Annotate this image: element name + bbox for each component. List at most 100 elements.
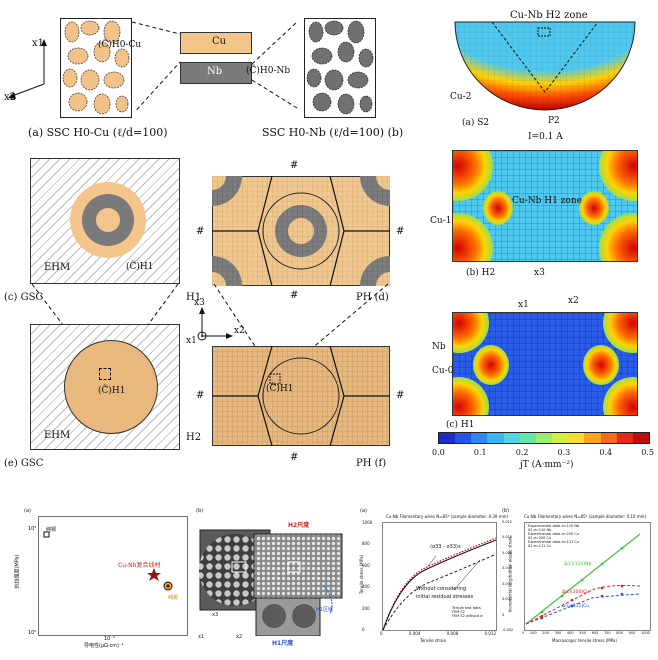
bottom-c-y-tick: 200 <box>362 605 370 611</box>
bottom-c-y-tick: 600 <box>362 562 370 568</box>
bottom-a-ylabel: 抗拉强度(MPa) <box>14 554 21 589</box>
bottom-d-ylabel: Incremental longitudinal elastic strain <box>507 536 513 613</box>
bottom-c-legend-1: FEM S2 <box>452 610 465 614</box>
bottom-d-x-tick: 900 <box>628 631 636 635</box>
zoom-dashed-lines <box>132 21 298 110</box>
axis-x2: x2 <box>4 92 17 103</box>
bottom-d-legend-item: S2 σ=110 Nb <box>528 528 552 532</box>
axis-x1: x1 <box>32 38 45 49</box>
ssc-h0-cu-diagram <box>60 18 132 118</box>
bottom-a-pt-comp: Cu-Nb复合线材 <box>118 562 161 569</box>
colorbar-swatch <box>584 433 601 443</box>
bottom-d-x-tick: 300 <box>554 631 562 635</box>
hash-f-right: # <box>396 390 405 401</box>
bottom-d-svg <box>524 522 651 631</box>
bottom-c-y-tick: 1000 <box>362 520 373 525</box>
axis-x3-center: x3 <box>194 298 205 308</box>
axis-x1-right: x1 <box>518 300 529 310</box>
cu1-label: Cu-1 <box>430 216 452 226</box>
bottom-c-x-tick: 0.004 <box>408 631 421 636</box>
colorbar-tick: 0.2 <box>515 448 529 457</box>
bottom-c-x-tick: 0.008 <box>446 631 459 636</box>
colorbar-tick: 0.1 <box>473 448 487 457</box>
colorbar-tick: 0.0 <box>432 448 445 457</box>
bottom-d-y-tick: 0 <box>502 612 505 617</box>
colorbar-label: jT (A·mm⁻²) <box>520 460 574 470</box>
ph-d-diagram <box>212 176 390 286</box>
label-h1: H1 <box>186 292 202 303</box>
colorbar-swatch <box>503 433 520 443</box>
gsc-e-ehm: EHM <box>44 430 71 441</box>
ssc-h0-nb-diagram <box>304 18 376 118</box>
caption-d-ph: PH (d) <box>356 292 389 303</box>
bottom-a-ytick-bottom: 10⁰ <box>28 630 37 636</box>
bottom-b-tag: (b) <box>196 508 204 514</box>
nb-label-right: Nb <box>432 342 446 352</box>
bottom-a-pt-nb: 纯铌 <box>168 595 179 601</box>
colorbar-swatch <box>471 433 488 443</box>
bottom-a-pt-cu: 纯铜 <box>46 527 57 533</box>
axis-x1-center: x1 <box>186 336 197 346</box>
axis-x2-right: x2 <box>568 296 579 306</box>
h2-caption: (b) H2 <box>466 268 496 278</box>
bottom-d-y-tick: 0.010 <box>502 535 513 540</box>
caption-e-gsc: (e) GSC <box>4 458 44 469</box>
bottom-d-x-tick: 0 <box>522 631 525 635</box>
bottom-c-formula: ⟨σ33 - σ33⟩s <box>430 544 461 550</box>
colorbar-ticks: 0.0 0.1 0.2 0.3 0.4 0.5 <box>432 448 654 457</box>
zone-h1-label: Cu-Nb H1 zone <box>512 196 582 206</box>
bottom-d-x-tick: 1000 <box>640 631 650 635</box>
colorbar-swatch <box>600 433 617 443</box>
colorbar-swatch <box>568 433 585 443</box>
bottom-d-x-tick: 700 <box>603 631 611 635</box>
zone-h2-label: Cu-Nb H2 zone <box>510 10 588 21</box>
colorbar-swatch <box>455 433 472 443</box>
gsc-c-core <box>96 208 120 232</box>
bottom-c-svg <box>382 522 497 631</box>
bottom-d-xticks: 0 100 200 300 400 500 600 700 800 900 1000 <box>522 631 650 635</box>
bottom-b-x2: x2 <box>236 634 243 640</box>
bottom-c-y-tick: 800 <box>362 541 370 547</box>
hash-d-bottom: # <box>290 290 299 301</box>
colorbar-swatch <box>616 433 633 443</box>
axis-x2-center: x2 <box>234 326 245 336</box>
caption-b-ssc-nb: SSC H0-Nb (ℓ/d=100) (b) <box>262 126 404 139</box>
bottom-d-yticks: -0.002 0 0.002 0.004 0.006 0.008 0.010 0.012 <box>502 520 513 632</box>
bottom-d-xlabel: Macroscopic tensile stress (MPa) <box>552 638 617 643</box>
axes-x1-x2 <box>8 39 47 99</box>
h1-caption: (c) H1 <box>446 420 475 430</box>
bottom-d-legend-item: Experimental data σ=111 Cu <box>528 540 580 544</box>
s2-caption: (a) S2 <box>462 118 490 128</box>
bottom-d-tag: (b) <box>502 508 510 514</box>
bottom-c-ylabel: Tensile stress (MPa) <box>359 554 365 595</box>
colorbar-swatch <box>439 433 456 443</box>
hash-f-bottom: # <box>290 452 299 463</box>
bottom-c-legend-2: FEM S2 without σ <box>452 614 483 618</box>
bottom-d-ann2: Δ⟨ε⟩(200)Cu <box>562 590 590 595</box>
bottom-d-chart: (b) Cu-Nb Filamentary wires N=85⁴ (sampl… <box>502 508 654 650</box>
bottom-d-y-tick: 0.002 <box>502 597 513 602</box>
colorbar-swatch <box>552 433 569 443</box>
bottom-c-legend-0: Tensile test data <box>452 606 481 610</box>
bottom-b-micrograph: (b) H2尺度 H1区域 H1尺度 x3 x1 x2 <box>196 508 346 648</box>
colorbar-swatch <box>519 433 536 443</box>
hash-d-top: # <box>290 160 299 171</box>
bottom-c-chart: (a) Cu-Nb Filamentary wires N=85⁴ (sampl… <box>359 508 508 650</box>
bottom-b-x1: x1 <box>198 634 205 640</box>
bottom-d-y-tick: 0.006 <box>502 566 513 571</box>
gsc-e-ch1: (C̃)H1 <box>98 386 126 396</box>
bottom-d-x-tick: 800 <box>616 631 623 635</box>
colorbar <box>438 432 650 444</box>
cu0-label: Cu-0 <box>432 366 454 376</box>
bottom-d-x-tick: 500 <box>579 631 586 635</box>
s2-half-disc <box>454 21 636 111</box>
bottom-c-note1: Without considering <box>416 586 467 592</box>
bottom-d-title: Cu-Nb Filamentary wires N=85⁴ (sample di… <box>524 514 647 519</box>
nb-strip-label: Nb <box>207 66 223 77</box>
bottom-c-legend: Tensile test data FEM S2 FEM S2 without … <box>452 606 482 618</box>
nb-strip <box>180 62 252 84</box>
bottom-d-x-tick: 600 <box>591 631 599 635</box>
h2-field <box>452 150 638 262</box>
bottom-b-h1region: H1区域 <box>316 607 333 613</box>
bottom-c-xlabel: Tensile strain <box>420 638 447 643</box>
